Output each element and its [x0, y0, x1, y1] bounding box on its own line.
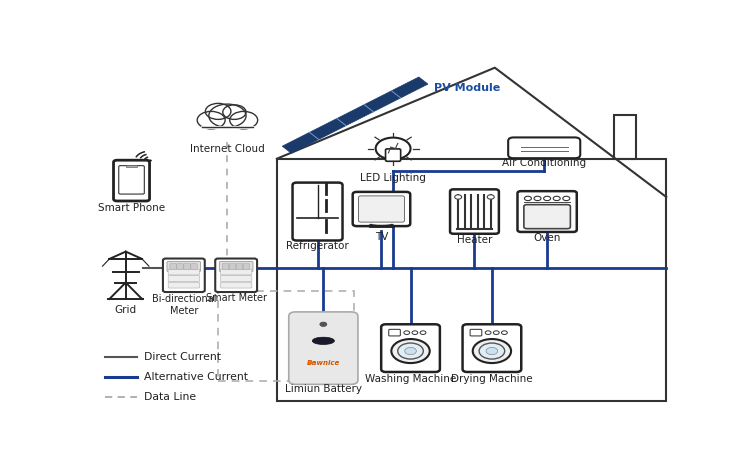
FancyBboxPatch shape — [163, 259, 205, 292]
Circle shape — [217, 121, 238, 134]
FancyBboxPatch shape — [177, 263, 183, 270]
Circle shape — [554, 196, 560, 201]
Text: Bi-directional
Meter: Bi-directional Meter — [152, 294, 216, 316]
Circle shape — [235, 121, 253, 132]
Circle shape — [209, 104, 246, 127]
Circle shape — [230, 112, 258, 129]
Bar — [614, 115, 636, 159]
FancyBboxPatch shape — [118, 166, 144, 194]
Circle shape — [308, 361, 313, 364]
Text: Dawnice: Dawnice — [307, 359, 340, 366]
Circle shape — [472, 339, 511, 363]
FancyBboxPatch shape — [167, 262, 201, 272]
Circle shape — [223, 105, 246, 119]
Text: Refrigerator: Refrigerator — [286, 241, 349, 252]
Text: Drying Machine: Drying Machine — [451, 374, 532, 384]
Circle shape — [562, 196, 570, 201]
FancyBboxPatch shape — [168, 282, 200, 288]
FancyBboxPatch shape — [386, 149, 400, 161]
FancyBboxPatch shape — [518, 191, 577, 232]
Circle shape — [494, 331, 500, 334]
FancyBboxPatch shape — [220, 282, 252, 288]
Circle shape — [404, 331, 410, 334]
FancyBboxPatch shape — [292, 183, 343, 240]
FancyBboxPatch shape — [450, 189, 499, 234]
Text: TV: TV — [375, 232, 388, 242]
Circle shape — [405, 347, 416, 355]
FancyBboxPatch shape — [220, 276, 252, 281]
Text: Smart Meter: Smart Meter — [206, 293, 267, 304]
Ellipse shape — [312, 337, 334, 344]
FancyBboxPatch shape — [230, 263, 236, 270]
Circle shape — [320, 322, 327, 326]
Circle shape — [454, 195, 462, 199]
FancyBboxPatch shape — [215, 259, 257, 292]
Circle shape — [398, 343, 423, 359]
Text: Data Line: Data Line — [144, 392, 196, 403]
FancyBboxPatch shape — [222, 263, 229, 270]
Circle shape — [197, 112, 225, 129]
Bar — [277, 159, 666, 401]
FancyBboxPatch shape — [170, 263, 176, 270]
Text: Internet Cloud: Internet Cloud — [190, 144, 265, 154]
Circle shape — [534, 196, 541, 201]
Bar — [217, 290, 353, 381]
FancyBboxPatch shape — [352, 192, 410, 226]
FancyBboxPatch shape — [168, 269, 200, 275]
Circle shape — [392, 339, 430, 363]
Circle shape — [486, 347, 498, 355]
Circle shape — [420, 331, 426, 334]
Circle shape — [479, 343, 505, 359]
Circle shape — [148, 159, 152, 162]
FancyBboxPatch shape — [184, 263, 190, 270]
FancyBboxPatch shape — [509, 138, 580, 158]
FancyBboxPatch shape — [113, 160, 149, 201]
Text: LED Lighting: LED Lighting — [360, 173, 426, 183]
FancyBboxPatch shape — [168, 276, 200, 281]
Text: Direct Current: Direct Current — [144, 352, 221, 362]
Text: Limiun Battery: Limiun Battery — [285, 384, 362, 394]
FancyBboxPatch shape — [388, 329, 400, 336]
FancyBboxPatch shape — [289, 312, 358, 385]
Text: Air Conditioning: Air Conditioning — [503, 158, 586, 168]
Circle shape — [376, 138, 410, 159]
Text: Alternative Current: Alternative Current — [144, 372, 248, 382]
FancyBboxPatch shape — [470, 329, 482, 336]
Circle shape — [488, 195, 494, 199]
FancyBboxPatch shape — [381, 324, 440, 372]
Text: PV Module: PV Module — [433, 83, 500, 93]
Polygon shape — [282, 77, 428, 153]
FancyBboxPatch shape — [236, 263, 242, 270]
Text: Oven: Oven — [533, 233, 561, 244]
FancyBboxPatch shape — [463, 324, 521, 372]
Text: Heater: Heater — [457, 235, 492, 245]
FancyBboxPatch shape — [524, 205, 570, 228]
FancyBboxPatch shape — [358, 196, 404, 222]
Circle shape — [544, 196, 550, 201]
FancyBboxPatch shape — [220, 269, 252, 275]
FancyBboxPatch shape — [243, 263, 250, 270]
Circle shape — [202, 121, 220, 132]
FancyBboxPatch shape — [190, 263, 197, 270]
Circle shape — [485, 331, 491, 334]
Circle shape — [524, 196, 532, 201]
Text: Smart Phone: Smart Phone — [98, 203, 165, 213]
Circle shape — [502, 331, 507, 334]
FancyBboxPatch shape — [219, 262, 253, 272]
Circle shape — [412, 331, 418, 334]
Text: Washing Machine: Washing Machine — [365, 374, 456, 384]
Text: Grid: Grid — [115, 305, 136, 315]
Circle shape — [206, 104, 231, 119]
Bar — [126, 165, 137, 167]
